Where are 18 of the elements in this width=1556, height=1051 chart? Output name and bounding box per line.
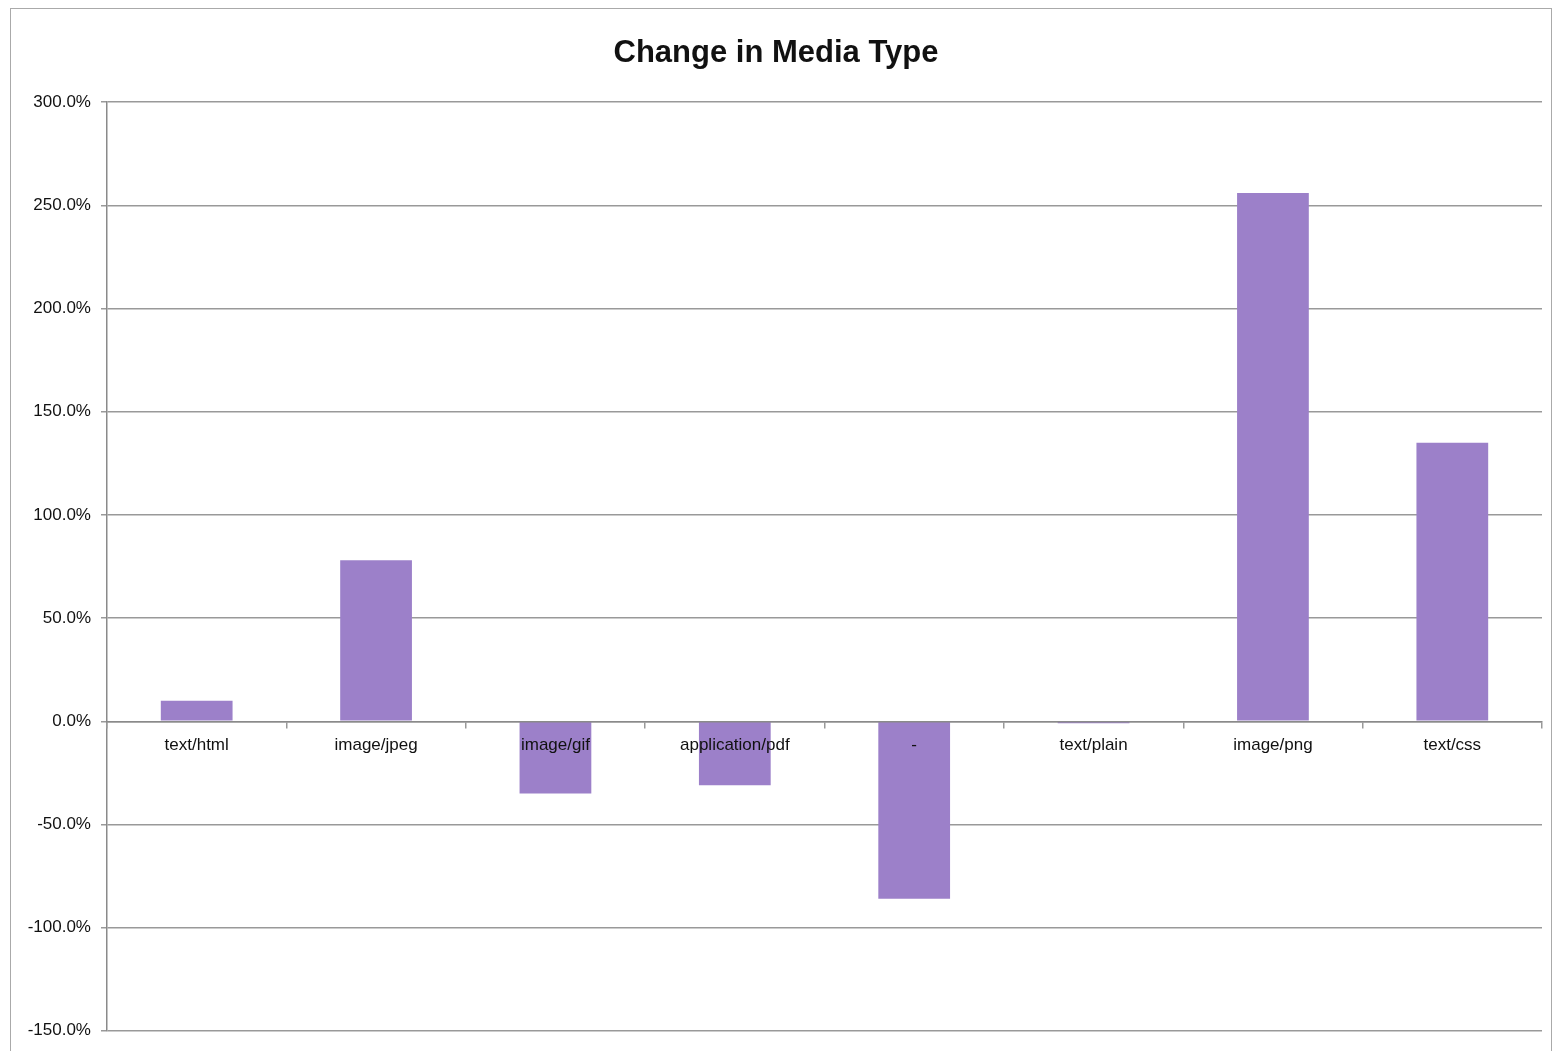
y-tick-label: 150.0% [33,401,91,421]
y-tick-label: 250.0% [33,195,91,215]
y-tick-label: -100.0% [27,917,91,937]
x-tick-label: image/jpeg [334,735,418,755]
y-tick-label: 0.0% [52,710,91,730]
x-tick-label: text/plain [1059,735,1128,755]
x-tick-label: text/html [164,735,229,755]
y-tick-label: -50.0% [37,814,91,834]
x-tick-label: text/css [1423,735,1482,755]
y-tick-label: 300.0% [33,91,91,111]
y-tick-label: 100.0% [33,504,91,524]
x-tick-label: image/gif [520,735,591,755]
y-tick-label: -150.0% [27,1020,91,1040]
y-tick-label: 200.0% [33,298,91,318]
x-tick-label: image/png [1233,735,1313,755]
chart-title: Change in Media Type [613,34,939,70]
y-tick-label: 50.0% [42,607,91,627]
x-tick-label: - [911,735,918,755]
